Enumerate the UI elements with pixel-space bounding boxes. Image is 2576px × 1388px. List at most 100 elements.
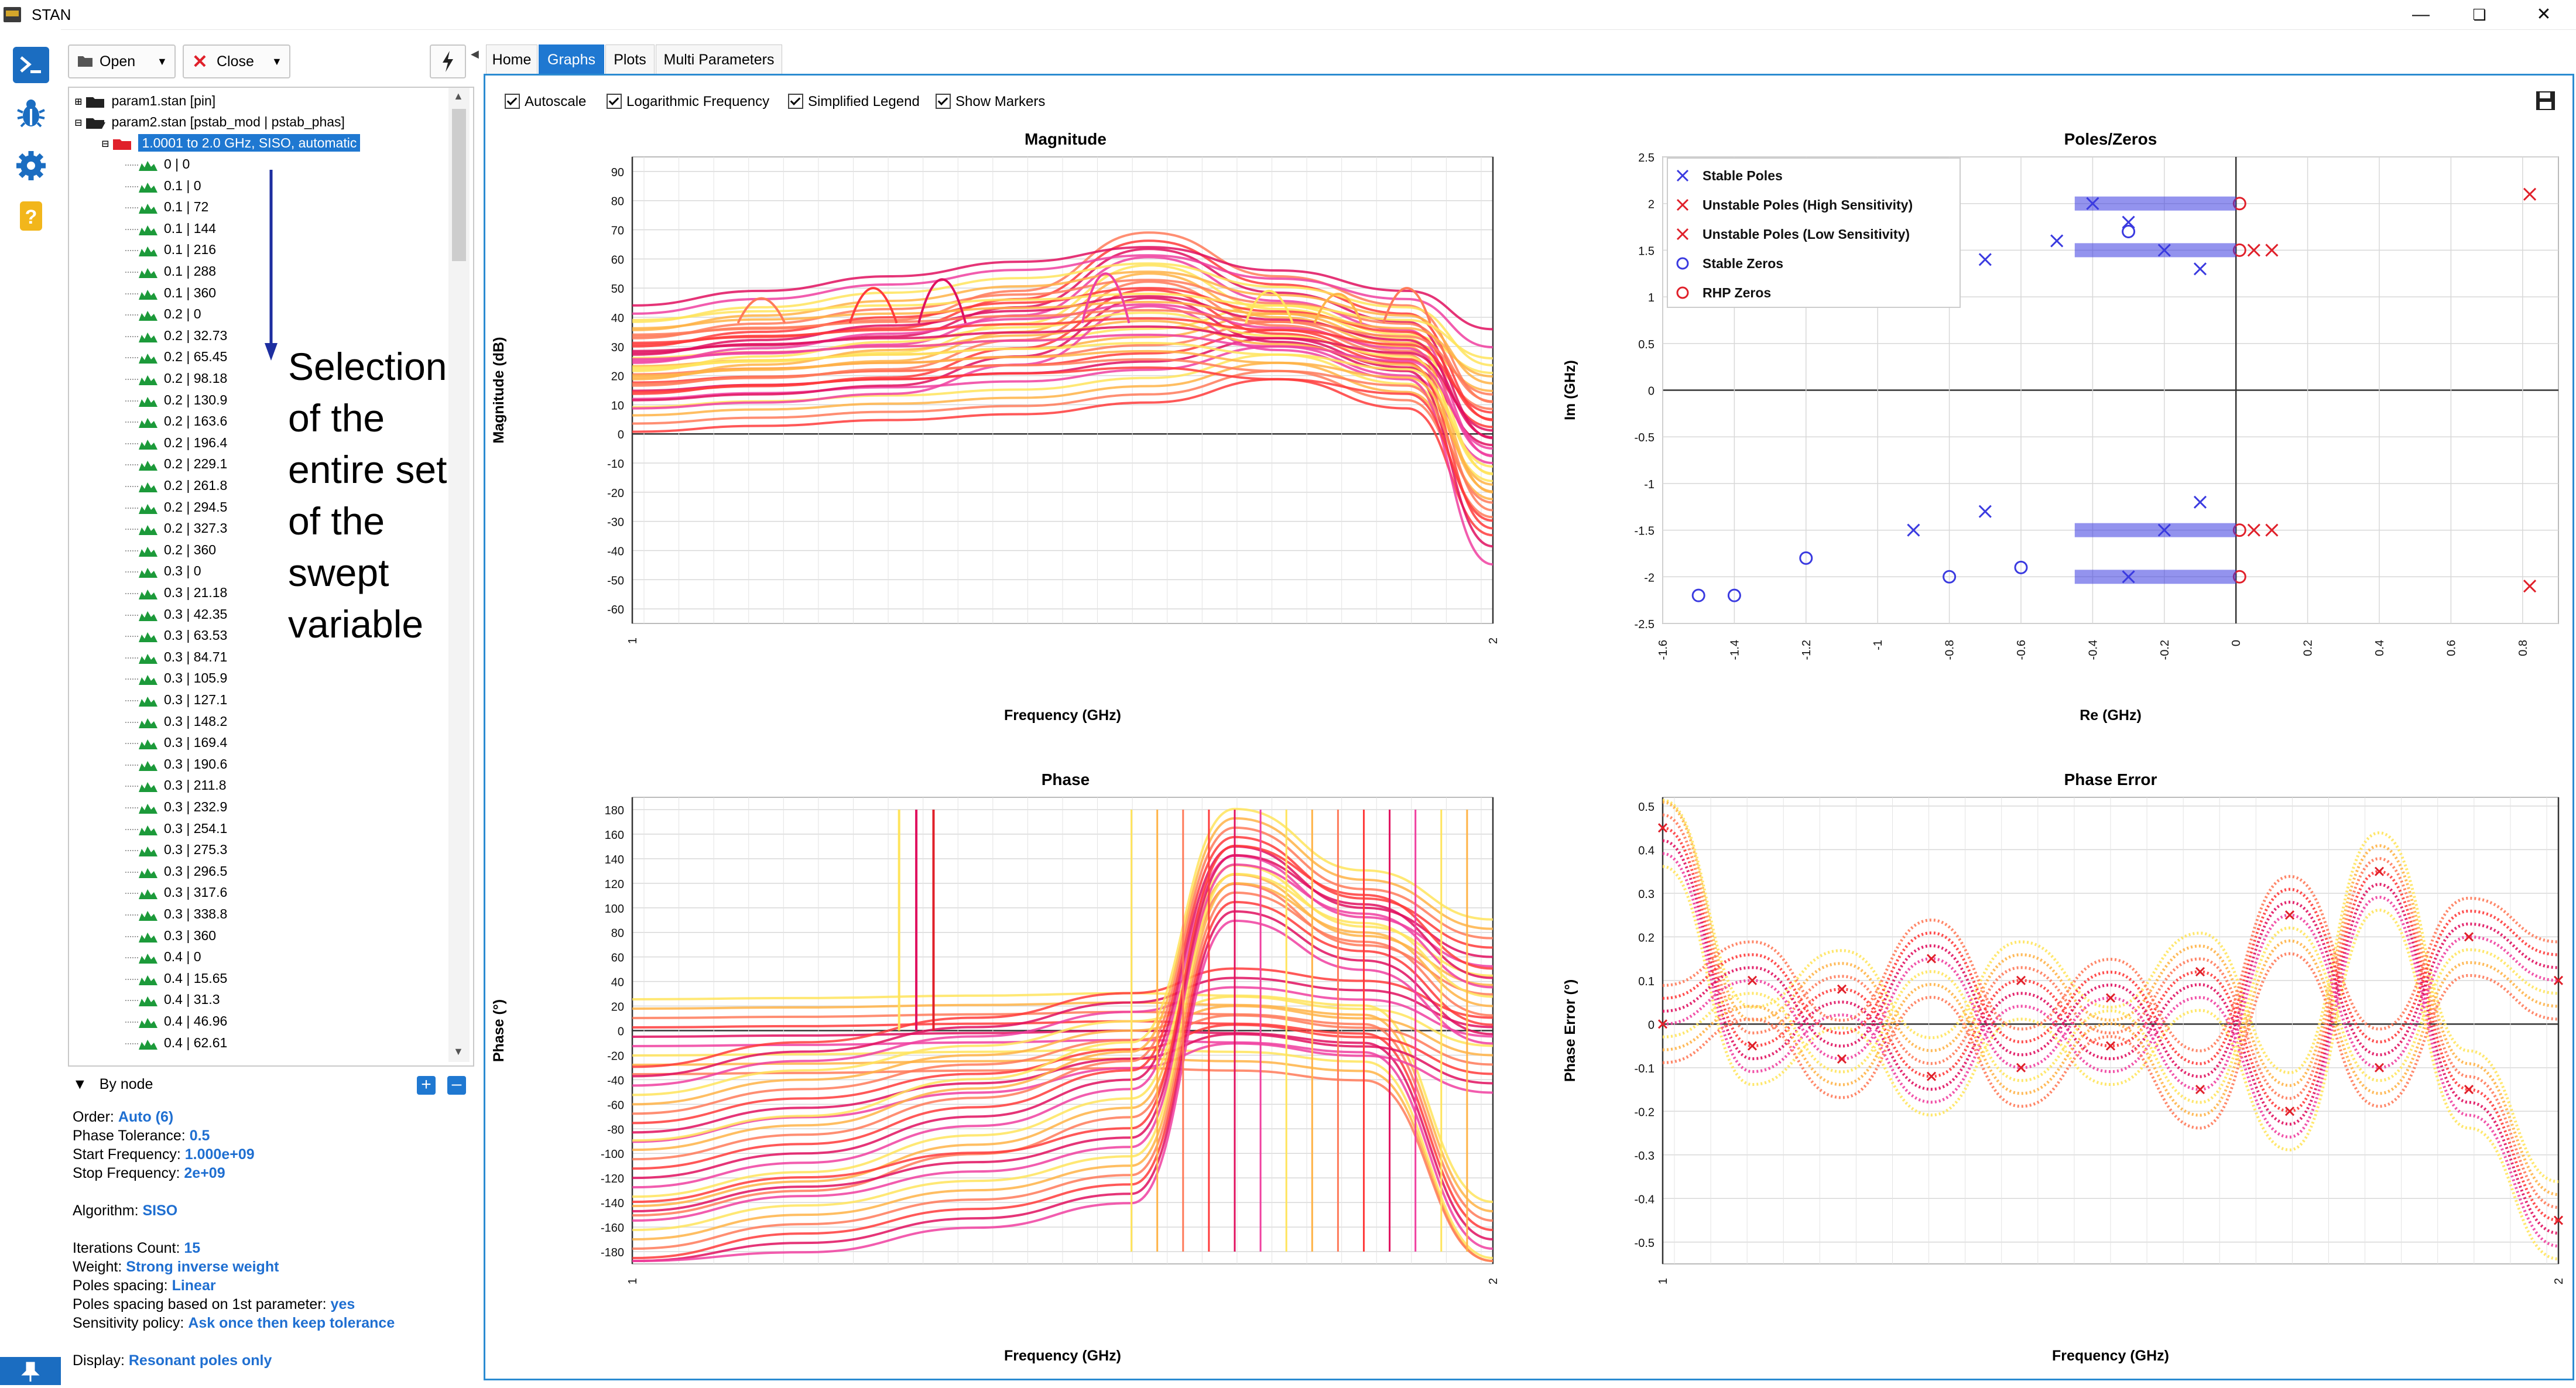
tree-sweep-item[interactable]: 0.2 | 0 [125,303,201,324]
bug-icon[interactable] [13,95,49,131]
tree-item-label: 0.2 | 294.5 [164,499,228,515]
tree-sweep-item[interactable]: 0.3 | 148.2 [125,711,227,732]
magnitude-series-line [632,333,1493,450]
tree-sweep-item[interactable]: 0.1 | 360 [125,282,216,303]
tree-sweep-item[interactable]: 0.4 | 0 [125,946,201,967]
maximize-button[interactable]: ❏ [2472,6,2486,23]
tree-item-param1[interactable]: ⊞ param1.stan [pin] [75,90,215,111]
run-button[interactable] [430,44,466,78]
log-frequency-checkbox[interactable]: Logarithmic Frequency [607,90,769,114]
tree-sweep-item[interactable]: 0.4 | 31.3 [125,989,220,1010]
tree-sweep-item[interactable]: 0.2 | 360 [125,539,216,560]
tree-sweep-item[interactable]: 0.3 | 232.9 [125,796,227,817]
tree-sweep-item[interactable]: 0.2 | 261.8 [125,475,227,496]
info-algorithm: Algorithm: SISO [73,1202,178,1219]
tree-sweep-item[interactable]: 0.3 | 21.18 [125,582,227,603]
tree-item-selected-sweep[interactable]: ⊟ 1.0001 to 2.0 GHz, SISO, automatic [102,132,361,153]
tree-sweep-item[interactable]: 0.2 | 65.45 [125,346,227,367]
tree-sweep-item[interactable]: 0.3 | 254.1 [125,818,227,839]
tree-sweep-item[interactable]: 0.1 | 144 [125,218,216,239]
x-tick-label: 1 [1657,1278,1670,1284]
tree-sweep-item[interactable]: 0.3 | 169.4 [125,732,227,753]
tree-sweep-item[interactable]: 0.3 | 84.71 [125,646,227,667]
tree-sweep-item[interactable]: 0.4 | 46.96 [125,1010,227,1031]
tree-sweep-item[interactable]: 0 | 0 [125,153,190,174]
filter-row[interactable]: ▼ By node [73,1076,153,1093]
tree-sweep-item[interactable]: 0.3 | 317.6 [125,882,227,903]
close-button[interactable]: ✕ Close ▼ [183,44,290,78]
phase-chart[interactable]: 180 160 140 120 100 80 60 40 20 0 -20 -40 -60 -80 -100… [492,787,1499,1370]
show-markers-checkbox[interactable]: Show Markers [936,90,1045,114]
tree-sweep-item[interactable]: 0.4 | 62.61 [125,1032,227,1053]
tree-item-label: 0.2 | 327.3 [164,520,228,536]
tree-sweep-item[interactable]: 0.3 | 360 [125,925,216,946]
green-chart-icon [139,996,157,1007]
scroll-down-icon[interactable]: ▼ [453,1046,464,1057]
tree-sweep-item[interactable]: 0.3 | 211.8 [125,774,227,796]
tree-sweep-item[interactable]: 0.2 | 32.73 [125,325,227,346]
tree-sweep-item[interactable]: 0.3 | 127.1 [125,689,227,710]
tree-sweep-item[interactable]: 0.3 | 275.3 [125,839,227,860]
gear-icon[interactable] [13,148,49,184]
terminal-icon[interactable] [13,47,49,83]
expand-icon[interactable]: ⊞ [75,94,83,108]
tree-sweep-item[interactable]: 0.1 | 216 [125,239,216,260]
tree-sweep-item[interactable]: 0.1 | 0 [125,175,201,196]
magnitude-series-line [632,246,1493,331]
tree-item-param2[interactable]: ⊟ param2.stan [pstab_mod | pstab_phas] [75,111,345,132]
tree-sweep-item[interactable]: 0.3 | 63.53 [125,625,227,646]
simplified-legend-checkbox[interactable]: Simplified Legend [788,90,920,114]
tab-plots[interactable]: Plots [605,44,655,74]
tree-sweep-item[interactable]: 0.2 | 196.4 [125,432,227,453]
tree-sweep-item[interactable]: 0.2 | 327.3 [125,517,227,539]
magnitude-series-line [632,297,1493,548]
tree-sweep-item[interactable]: 0.4 | 15.65 [125,968,227,989]
tree-sweep-item[interactable]: 0.3 | 190.6 [125,753,227,774]
resonance-peak-line [917,278,967,324]
tree-sweep-item[interactable]: 0.2 | 163.6 [125,410,227,431]
magnitude-chart[interactable]: 90 80 70 60 50 40 30 20 10 0 -10 -20 -30 -40 -50 -60 1 2 F… [492,146,1499,726]
collapse-icon[interactable]: ⊟ [102,136,109,150]
collapse-panel-icon[interactable]: ◀ [471,48,479,60]
pin-icon[interactable] [0,1357,61,1385]
open-button[interactable]: Open ▼ [68,44,176,78]
pole-marker [2265,244,2279,257]
collapse-icon[interactable]: ⊟ [75,115,83,129]
y-axis-title: Im (GHz) [1562,360,1578,420]
autoscale-checkbox[interactable]: Autoscale [505,90,586,114]
green-chart-icon [139,782,157,793]
tab-multi-parameters[interactable]: Multi Parameters [656,44,782,74]
zero-marker [1943,570,1957,584]
poles-zeros-chart[interactable]: 2.5 2 1.5 1 0.5 0 -0.5 -1 -1.5 -2 -2.5-1.6 -1.4 -1.2… [1546,146,2564,726]
legend-label: Stable Poles [1703,168,1783,183]
tree-sweep-item[interactable]: 0.1 | 288 [125,261,216,282]
close-window-button[interactable]: ✕ [2536,5,2551,24]
expand-all-icon[interactable]: + [417,1076,436,1095]
tab-graphs[interactable]: Graphs [539,44,604,74]
scrollbar-thumb[interactable] [452,109,466,261]
save-icon[interactable] [2535,90,2556,111]
tree-sweep-item[interactable]: 0.3 | 296.5 [125,861,227,882]
phase-error-chart[interactable]: 0.5 0.4 0.3 0.2 0.1 0 -0.1 -0.2 -0.3 -0.4 -0.5 1 2 Fr… [1546,787,2564,1370]
tree-sweep-item[interactable]: 0.3 | 42.35 [125,604,227,625]
pole-cluster [2074,243,2236,258]
tree-sweep-item[interactable]: 0.3 | 338.8 [125,903,227,924]
tree-sweep-item[interactable]: 0.2 | 98.18 [125,368,227,389]
tab-home[interactable]: Home [486,44,537,74]
tree-sweep-item[interactable]: 0.2 | 229.1 [125,453,227,474]
phase-series-line [632,845,1493,1180]
tree-sweep-item[interactable]: 0.2 | 130.9 [125,389,227,410]
minimize-button[interactable]: — [2412,5,2430,24]
scroll-up-icon[interactable]: ▲ [453,90,464,102]
tree-sweep-item[interactable]: 0.3 | 0 [125,560,201,581]
green-chart-icon [139,675,157,686]
tree-sweep-item[interactable]: 0.2 | 294.5 [125,496,227,517]
tree-sweep-item[interactable]: 0.1 | 72 [125,196,208,217]
collapse-all-icon[interactable]: – [447,1075,466,1095]
tree-sweep-item[interactable]: 0.3 | 105.9 [125,667,227,688]
help-icon[interactable]: ? [13,198,49,234]
tree-scrollbar[interactable]: ▲ ▼ [448,88,470,1062]
zero-marker [1727,588,1741,602]
phase-error-point [2553,1215,2564,1225]
green-chart-icon [139,1017,157,1028]
